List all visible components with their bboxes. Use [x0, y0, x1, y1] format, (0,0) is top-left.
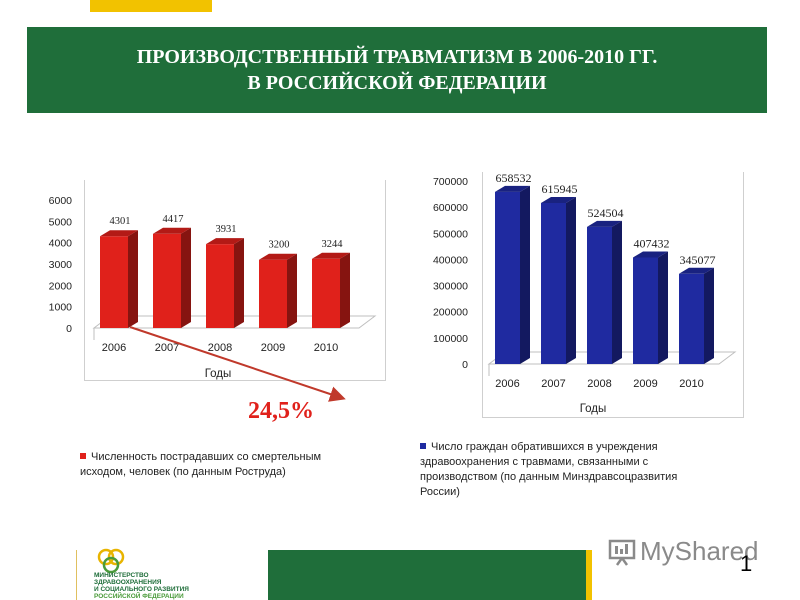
- chart-frame-injuries: [482, 172, 744, 418]
- y-tick-label: 2000: [49, 280, 73, 292]
- bar-front: [495, 191, 520, 364]
- y-tick-label: 0: [462, 359, 468, 371]
- presentation-board-icon: [608, 539, 636, 566]
- x-tick-label: 2009: [261, 342, 285, 354]
- x-tick-label: 2010: [679, 378, 703, 390]
- bar-top: [153, 227, 191, 234]
- footer-divider: [76, 550, 77, 600]
- bar-side: [704, 267, 714, 364]
- y-tick-label: 0: [66, 323, 72, 335]
- y-tick-label: 600000: [433, 202, 468, 214]
- bar-front: [312, 258, 340, 328]
- bar-front: [633, 257, 658, 364]
- x-tick-label: 2006: [102, 342, 126, 354]
- y-tick-label: 100000: [433, 333, 468, 345]
- bar-value-label: 407432: [634, 236, 670, 250]
- x-tick-label: 2008: [208, 342, 232, 354]
- bar-top: [259, 253, 297, 260]
- y-tick-label: 200000: [433, 307, 468, 319]
- footer-yellow-accent: [586, 550, 592, 600]
- change-percent-label: 24,5%: [248, 398, 314, 424]
- watermark-text: MyShared: [640, 536, 759, 566]
- bar-top: [679, 267, 714, 274]
- bar-side: [658, 251, 668, 364]
- decline-arrow: [129, 326, 346, 402]
- bar-top: [633, 251, 668, 258]
- bar-front: [100, 236, 128, 328]
- bar-front: [541, 202, 566, 364]
- legend-fatalities: Численность пострадавших со смертельным …: [80, 450, 360, 480]
- bar-side: [520, 185, 530, 364]
- x-axis-title: Годы: [580, 403, 607, 415]
- y-tick-label: 300000: [433, 281, 468, 293]
- bar-value-label: 4417: [163, 214, 184, 225]
- x-tick-label: 2006: [495, 378, 519, 390]
- bar-value-label: 3931: [216, 224, 237, 235]
- ministry-logo-icon: [97, 548, 125, 574]
- bar-top: [587, 220, 622, 227]
- y-tick-label: 700000: [433, 176, 468, 188]
- bar-value-label: 658532: [496, 171, 532, 185]
- bar-side: [234, 238, 244, 328]
- title-banner: ПРОИЗВОДСТВЕННЫЙ ТРАВМАТИЗМ В 2006-2010 …: [27, 27, 767, 113]
- y-tick-label: 1000: [49, 302, 73, 314]
- bar-side: [287, 253, 297, 328]
- bar-front: [679, 273, 704, 364]
- legend-injuries: Число граждан обратившихся в учреждения …: [420, 440, 720, 500]
- logo-line-3: И СОЦИАЛЬНОГО РАЗВИТИЯ: [94, 586, 189, 593]
- y-tick-label: 4000: [49, 238, 73, 250]
- x-tick-label: 2009: [633, 378, 657, 390]
- x-tick-label: 2008: [587, 378, 611, 390]
- title-line-1: ПРОИЗВОДСТВЕННЫЙ ТРАВМАТИЗМ В 2006-2010 …: [136, 46, 658, 68]
- legend-swatch-blue: [420, 443, 426, 449]
- y-tick-label: 400000: [433, 254, 468, 266]
- y-tick-label: 500000: [433, 228, 468, 240]
- bar-side: [566, 196, 576, 364]
- logo-line-2: ЗДРАВООХРАНЕНИЯ: [94, 579, 162, 586]
- bar-top: [312, 252, 350, 259]
- bar-side: [181, 227, 191, 328]
- chart-frame-fatalities: [84, 180, 386, 381]
- footer-green-bar: [268, 550, 586, 600]
- bar-top: [541, 196, 576, 203]
- x-tick-label: 2007: [541, 378, 565, 390]
- bar-value-label: 345077: [680, 253, 716, 267]
- bar-front: [587, 226, 612, 364]
- x-tick-label: 2010: [314, 342, 338, 354]
- y-tick-label: 6000: [49, 195, 73, 207]
- ministry-logo-text: МИНИСТЕРСТВО ЗДРАВООХРАНЕНИЯ И СОЦИАЛЬНО…: [94, 572, 224, 600]
- bar-top: [495, 185, 530, 192]
- legend-swatch-red: [80, 453, 86, 459]
- bar-value-label: 3244: [322, 239, 344, 250]
- y-tick-label: 5000: [49, 216, 73, 228]
- bar-value-label: 524504: [588, 206, 624, 220]
- bar-side: [612, 220, 622, 364]
- bar-top: [100, 230, 138, 237]
- x-axis-title: Годы: [205, 368, 232, 380]
- logo-line-4: РОССИЙСКОЙ ФЕДЕРАЦИИ: [94, 593, 184, 600]
- title-line-2: В РОССИЙСКОЙ ФЕДЕРАЦИИ: [247, 72, 547, 94]
- bar-value-label: 615945: [542, 182, 578, 196]
- page-number: 1: [740, 551, 753, 576]
- logo-line-1: МИНИСТЕРСТВО: [94, 572, 149, 579]
- bar-side: [128, 230, 138, 328]
- legend-text-fatalities: Численность пострадавших со смертельным …: [80, 451, 322, 478]
- bar-front: [206, 244, 234, 328]
- bar-side: [340, 252, 350, 328]
- y-tick-label: 3000: [49, 259, 73, 271]
- bar-front: [153, 233, 181, 328]
- bar-front: [259, 259, 287, 328]
- x-tick-label: 2007: [155, 342, 179, 354]
- bar-value-label: 3200: [269, 240, 290, 251]
- legend-text-injuries: Число граждан обратившихся в учреждения …: [420, 441, 678, 498]
- bar-value-label: 4301: [110, 216, 131, 227]
- bar-top: [206, 238, 244, 245]
- top-accent-bar: [90, 0, 212, 12]
